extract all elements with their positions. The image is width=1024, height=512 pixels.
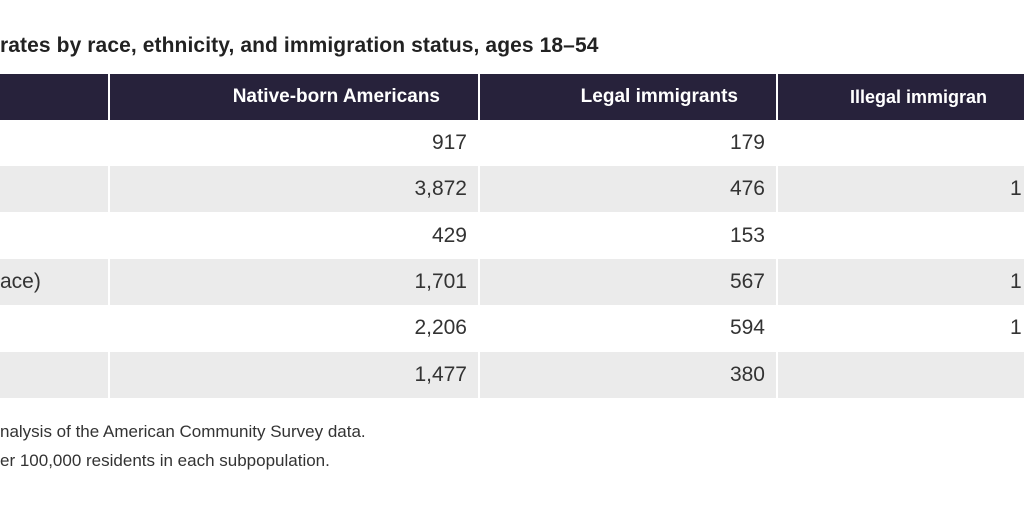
cell-native-born: 1,701 [110, 258, 478, 305]
footnote-rate-note: er 100,000 residents in each subpopulati… [0, 451, 330, 470]
cell-legal-immigrants: 179 [729, 131, 765, 154]
cell-illegal-immigrants: 1 [1010, 316, 1022, 340]
header-cell-legal-immigrants: Legal immigrants [480, 74, 776, 120]
row-label [0, 351, 108, 398]
row-label: ace) [0, 258, 108, 305]
cell-native-born: 917 [431, 131, 467, 154]
row-label [0, 305, 108, 351]
cell-legal-immigrants: 567 [480, 258, 776, 305]
cell-legal-immigrants: 476 [480, 166, 776, 213]
table-row: 429 153 [0, 213, 1024, 259]
cell-native-born: 2,206 [414, 316, 467, 340]
table-row: 1,477 380 [0, 351, 1024, 398]
table-row: 3,872 476 1 [0, 166, 1024, 213]
table-title: rates by race, ethnicity, and immigratio… [0, 34, 599, 57]
cell-legal-immigrants: 380 [480, 351, 776, 398]
cell-native-born: 429 [431, 223, 467, 247]
cell-native-born: 3,872 [110, 166, 478, 213]
header-cell-label [0, 74, 108, 120]
table-row: 917 179 [0, 120, 1024, 166]
row-label [0, 213, 108, 259]
header-cell-illegal-immigrants: Illegal immigran [778, 74, 1024, 120]
row-label [0, 166, 108, 213]
cell-native-born: 1,477 [110, 351, 478, 398]
cell-illegal-immigrants: 1 [778, 166, 1024, 213]
table-row: 2,206 594 1 [0, 305, 1024, 351]
cell-illegal-immigrants: 1 [778, 258, 1024, 305]
header-cell-native-born: Native-born Americans [110, 74, 478, 120]
header-row: Native-born Americans Legal immigrants I… [0, 74, 1024, 120]
row-label [0, 120, 108, 166]
cell-legal-immigrants: 153 [729, 223, 765, 247]
cell-illegal-immigrants [778, 351, 1024, 398]
cell-legal-immigrants: 594 [729, 316, 765, 340]
cell-illegal-immigrants [778, 120, 1024, 166]
cell-illegal-immigrants [778, 213, 1024, 259]
footnote-source: nalysis of the American Community Survey… [0, 422, 366, 441]
table-row: ace) 1,701 567 1 [0, 258, 1024, 305]
